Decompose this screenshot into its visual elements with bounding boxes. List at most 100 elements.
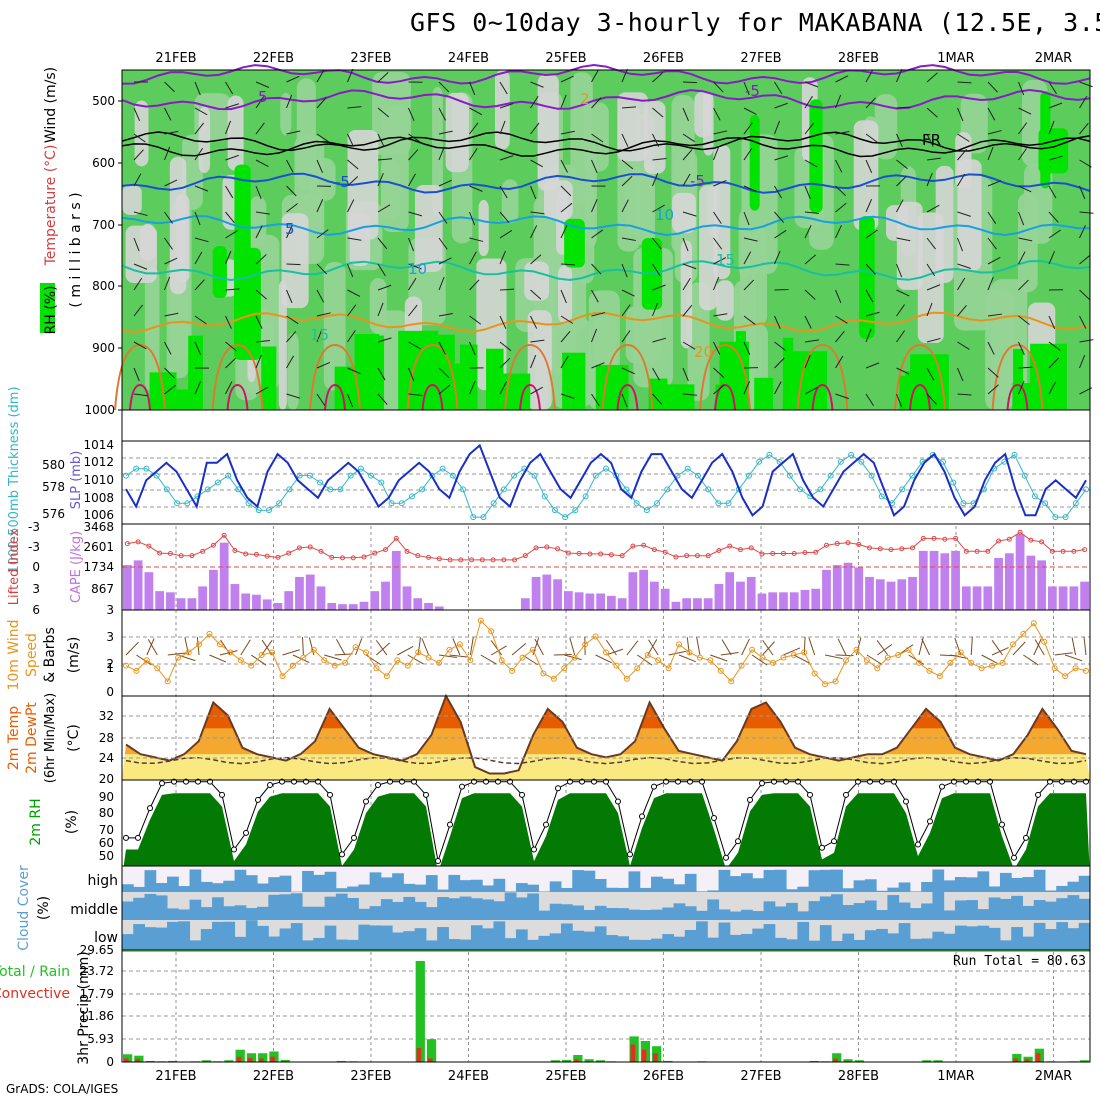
cape-bar [660,588,670,610]
rh-point [543,821,549,828]
wind-barb [499,211,510,224]
rh-dark-blob [754,377,774,410]
wind-barb [133,277,143,291]
rh-point [999,821,1005,828]
cloud-bar [684,873,697,892]
cloud-bar [639,939,652,950]
wind-barb [877,643,893,656]
wind-barb [377,302,384,317]
cloud-bar [707,899,720,920]
convective-bar [416,1047,422,1062]
cloud-bar [572,905,584,920]
wind-barb [1018,251,1026,265]
rh-grey-blob [478,199,489,257]
li-tick: 3 [32,582,40,596]
cape-bar [520,598,530,610]
rh-dark-blob [661,384,695,410]
convective-bar [259,1058,264,1062]
wind-barb [255,96,265,109]
wind-barb [713,211,722,224]
cloud-bar [583,931,596,950]
ylabel-cloud: Cloud Cover [16,865,32,951]
wind-barb [438,130,453,135]
thickness-point [786,472,793,479]
date-label-top: 21FEB [155,51,196,66]
rain-bar [235,1049,245,1062]
thickness-tick: 580 [42,458,65,472]
rain-bar [584,1059,594,1062]
ylabel-temperature: Temperature (°C) [43,145,59,267]
cloud-bar [909,908,922,920]
cloud-bar [448,939,461,950]
rain-bar [1079,1060,1089,1062]
cloud-bar [504,892,517,920]
wind-barb [530,386,544,395]
wind-barb [194,237,209,243]
isotherm-line [121,63,1091,85]
rh-grey-blob [713,144,731,280]
wind-barb [397,645,414,656]
slp-tick: 1012 [83,455,114,469]
wind-speed-point [175,654,182,661]
wind-barb [225,103,239,109]
wind-barb [668,650,687,656]
cloud-bar [515,929,528,950]
cloud-bar [594,926,607,950]
cloud-bar [200,907,213,920]
wind-barb [682,367,689,382]
wind-barb [407,654,424,665]
wind-barb [194,315,207,325]
wind-barb [713,130,728,135]
warm-contour [699,343,751,411]
rh-grey-blob [853,120,879,231]
cloud-bar [954,925,967,950]
wind-speed-point [916,659,923,666]
wind-speed-point [1030,620,1037,627]
wind-speed-point [853,646,860,653]
temp-tick: 24 [99,751,114,765]
wind-barb [408,107,415,122]
wind-barb [804,122,815,135]
wind-speed-point [989,662,996,669]
wind-barb [865,159,873,174]
cloud-bar [594,905,607,920]
cloud-bar [414,901,427,920]
wind-barb [621,304,631,317]
cloud-bar [380,925,393,950]
wind-barb [991,640,1003,656]
contour-label: -5 [745,82,760,100]
cape-bar [822,569,831,610]
rh-point [903,798,909,805]
wind-speed-point [164,678,171,685]
wind-barb [652,337,667,343]
thickness-point [797,486,804,493]
rh-tick: 80 [99,806,114,820]
wind-barb [125,641,139,656]
cape-bar [650,581,659,610]
cape-bar [983,586,993,610]
wind-speed-point [769,659,776,666]
wind-barb [835,75,849,83]
cloud-bar [696,921,708,950]
wind-speed-point [634,665,641,672]
cloud-bar [617,936,630,950]
thickness-point [909,472,916,479]
wind-barb [255,315,263,329]
convective-bar [641,1049,647,1062]
contour-label: -5 [690,172,705,190]
wind-barb [530,211,545,215]
cloud-bar [662,907,675,920]
wind-speed-point [154,665,161,672]
wind-barb [469,185,483,192]
cloud-bar [122,934,134,950]
cloud-bar [223,921,236,950]
wind-barb [469,637,474,656]
cloud-bar [729,876,742,892]
wind-barb [164,107,172,121]
cloud-bar [763,869,776,892]
wind-barb [743,81,750,96]
wind-barb [652,157,667,161]
cape-bar [252,594,261,610]
li-point [383,547,389,553]
wind-barb [438,107,447,121]
